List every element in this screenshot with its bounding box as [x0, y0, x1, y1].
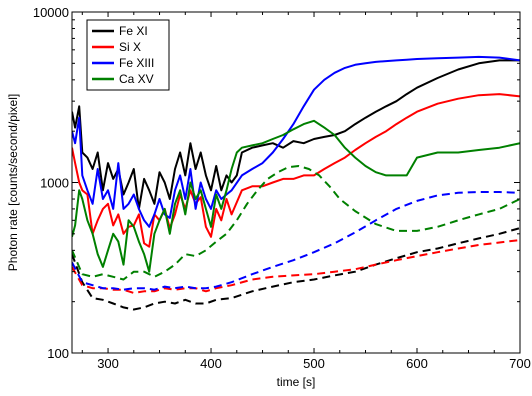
x-tick-label: 500 — [303, 356, 325, 371]
series-line-2 — [72, 93, 520, 248]
series-line-3 — [72, 55, 520, 228]
y-tick-label: 1000 — [40, 176, 69, 191]
legend: Fe XI Si X Fe XIII Ca XV — [86, 19, 170, 91]
legend-label: Fe XIII — [119, 56, 154, 70]
x-tick-label: 600 — [406, 356, 428, 371]
series-line-6 — [72, 239, 520, 294]
y-tick-label: 100 — [47, 346, 69, 361]
x-axis-label: time [s] — [277, 375, 316, 389]
x-tick-label: 300 — [97, 356, 119, 371]
x-tick-label: 400 — [200, 356, 222, 371]
x-tick-label: 700 — [509, 356, 531, 371]
legend-label: Ca XV — [119, 72, 154, 86]
series-layer — [72, 55, 520, 311]
y-axis-label: Photon rate [counts/second/pixel] — [6, 94, 20, 271]
series-line-8 — [72, 165, 520, 281]
tick-layer: 300 400 500 600 700 100 1000 10000 — [33, 5, 531, 371]
series-line-5 — [72, 227, 520, 311]
legend-label: Fe XI — [119, 24, 148, 38]
legend-label: Si X — [119, 40, 141, 54]
series-line-4 — [72, 119, 520, 273]
y-tick-label: 10000 — [33, 5, 69, 20]
series-line-7 — [72, 191, 520, 291]
series-line-1 — [72, 59, 520, 210]
